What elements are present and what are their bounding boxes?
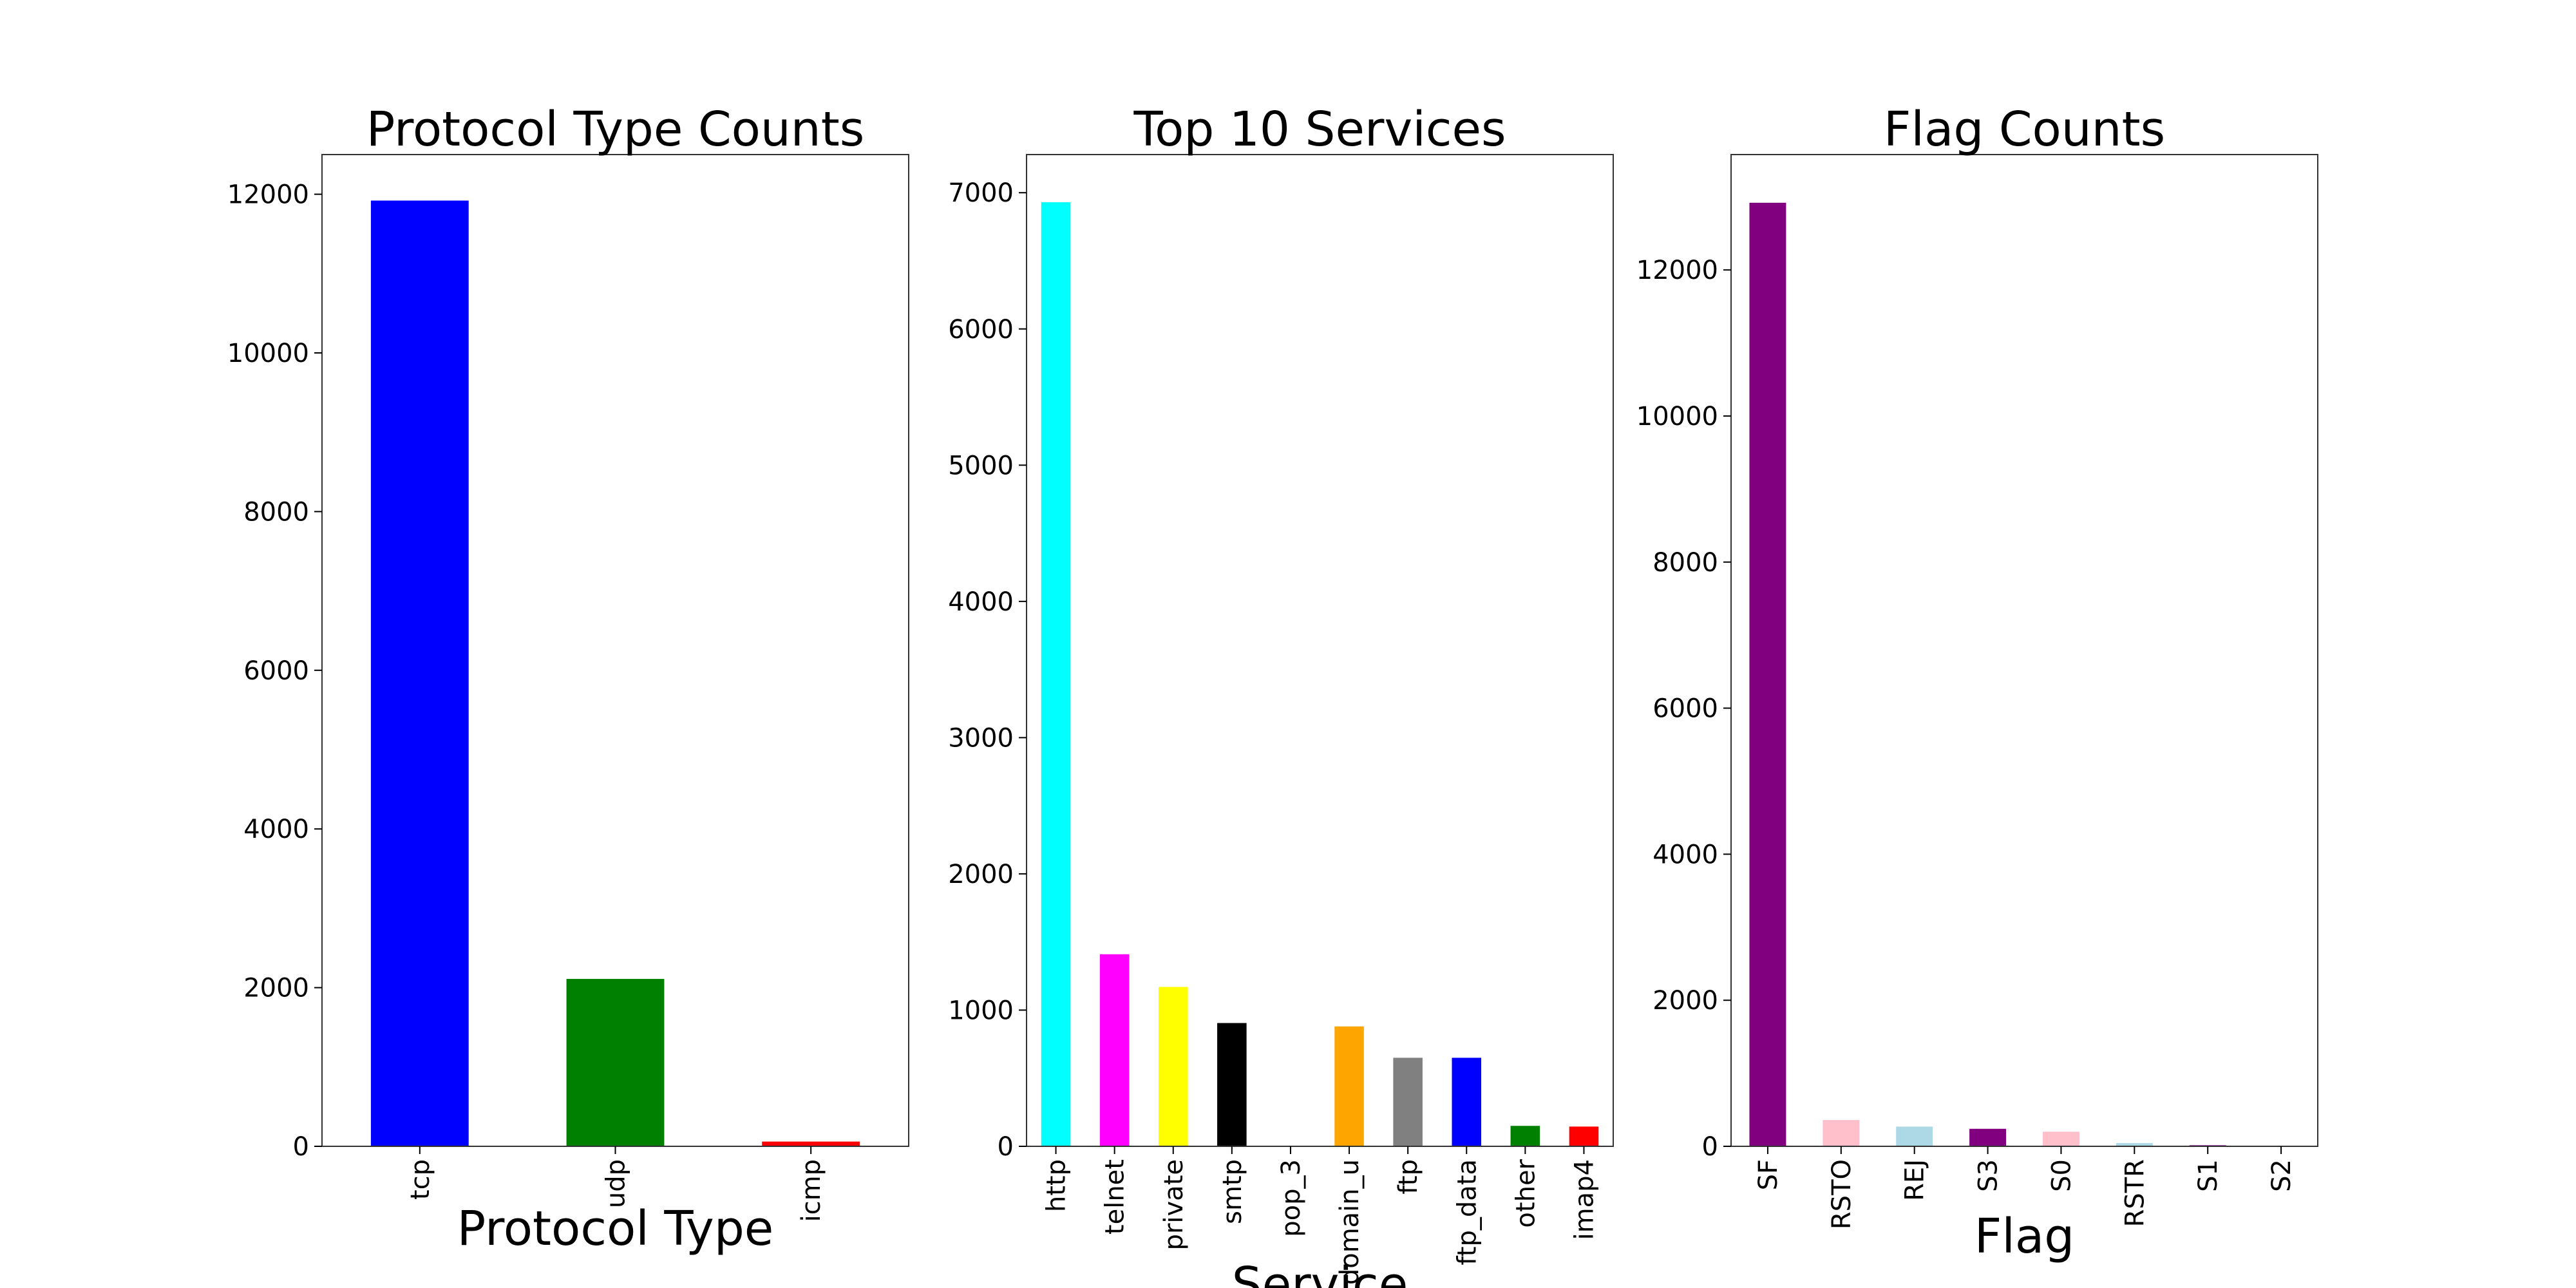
bar-imap4 <box>1569 1126 1599 1146</box>
y-tick-label: 12000 <box>1636 256 1718 285</box>
y-tick-label: 2000 <box>1653 986 1718 1016</box>
bar-sf <box>1749 202 1786 1147</box>
x-axis-label: Service <box>1232 1257 1408 1288</box>
bar-telnet <box>1099 954 1130 1146</box>
y-tick-label: 2000 <box>948 860 1014 889</box>
x-tick-label: REJ <box>1900 1159 1930 1201</box>
chart-panel-1: 0 2000 4000 6000 8000 10000 12000 tcp udp icmp Pro… <box>227 102 909 1256</box>
chart-title: Protocol Type Counts <box>366 102 865 157</box>
bar-s0 <box>2042 1132 2079 1146</box>
y-tick-label: 10000 <box>1636 402 1718 431</box>
y-tick-label: 0 <box>998 1132 1014 1162</box>
x-tick-label: ftp <box>1394 1159 1423 1194</box>
bar-http <box>1041 202 1071 1146</box>
x-tick-label: icmp <box>797 1159 826 1222</box>
x-tick-label: imap4 <box>1569 1159 1599 1240</box>
bar-other <box>1510 1126 1540 1146</box>
plot-frame <box>1026 154 1614 1147</box>
x-tick-label: domain_u <box>1335 1159 1365 1285</box>
bar-ftp-data <box>1452 1057 1482 1146</box>
y-tick-label: 7000 <box>948 178 1014 208</box>
bar-s3 <box>1969 1128 2007 1146</box>
bar-tcp <box>370 200 469 1146</box>
x-tick-label: other <box>1511 1159 1540 1227</box>
x-tick-label: pop_3 <box>1276 1159 1306 1237</box>
y-tick-label: 4000 <box>1653 840 1718 869</box>
y-tick-label: 8000 <box>1653 548 1718 578</box>
chart-panel-3: 0 2000 4000 6000 8000 10000 12000 SF RSTO REJ S3 S0… <box>1636 102 2318 1264</box>
x-tick-label: udp <box>601 1159 631 1208</box>
y-tick-label: 10000 <box>227 339 309 368</box>
y-tick-label: 6000 <box>243 656 309 686</box>
plot-frame <box>1730 154 2318 1147</box>
bar-domain-u <box>1334 1026 1364 1146</box>
x-tick-label: SF <box>1754 1159 1783 1190</box>
bar-rstr <box>2116 1142 2153 1146</box>
y-tick-label: 3000 <box>948 723 1014 753</box>
y-tick-label: 6000 <box>1653 694 1718 724</box>
x-tick-label: RSTR <box>2120 1159 2150 1227</box>
bar-smtp <box>1217 1023 1247 1146</box>
x-tick-label: tcp <box>406 1159 435 1200</box>
y-tick-label: 4000 <box>243 815 309 844</box>
x-tick-label: S1 <box>2193 1159 2223 1192</box>
x-axis-label: Flag <box>1975 1209 2074 1264</box>
x-tick-label: RSTO <box>1827 1159 1857 1229</box>
y-tick-label: 0 <box>293 1132 309 1162</box>
y-tick-label: 1000 <box>948 996 1014 1025</box>
bar-icmp <box>762 1141 860 1146</box>
y-tick-label: 5000 <box>948 451 1014 480</box>
y-tick-label: 8000 <box>243 497 309 527</box>
x-tick-label: private <box>1159 1159 1189 1250</box>
x-tick-label: http <box>1042 1159 1072 1212</box>
x-tick-label: S0 <box>2047 1159 2076 1192</box>
x-tick-label: ftp_data <box>1452 1159 1482 1265</box>
x-tick-label: S2 <box>2267 1159 2297 1192</box>
bar-rej <box>1896 1126 1933 1146</box>
bar-ftp <box>1393 1057 1423 1146</box>
x-tick-label: telnet <box>1101 1159 1130 1235</box>
y-tick-label: 12000 <box>227 180 309 210</box>
bar-private <box>1158 987 1188 1146</box>
x-axis-label: Protocol Type <box>457 1201 774 1256</box>
y-tick-label: 4000 <box>948 587 1014 617</box>
x-tick-label: S3 <box>1974 1159 2003 1192</box>
chart-title: Flag Counts <box>1884 102 2165 157</box>
chart-title: Top 10 Services <box>1133 102 1506 157</box>
y-tick-label: 6000 <box>948 315 1014 345</box>
y-tick-label: 0 <box>1702 1132 1718 1162</box>
bar-rsto <box>1823 1120 1860 1146</box>
bar-udp <box>566 979 665 1146</box>
y-tick-label: 2000 <box>243 974 309 1003</box>
x-tick-label: smtp <box>1218 1159 1247 1224</box>
